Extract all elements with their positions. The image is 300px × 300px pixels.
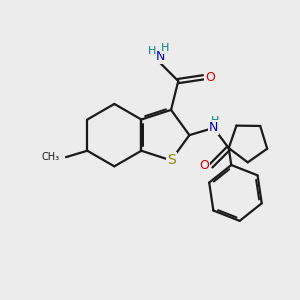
Text: N: N (156, 50, 165, 63)
Text: N: N (209, 122, 218, 134)
Text: S: S (167, 153, 176, 167)
Text: O: O (200, 160, 209, 172)
Text: H: H (148, 46, 156, 56)
Text: O: O (205, 71, 215, 84)
Text: CH₃: CH₃ (42, 152, 60, 162)
Text: H: H (211, 116, 219, 126)
Text: H: H (161, 43, 169, 53)
